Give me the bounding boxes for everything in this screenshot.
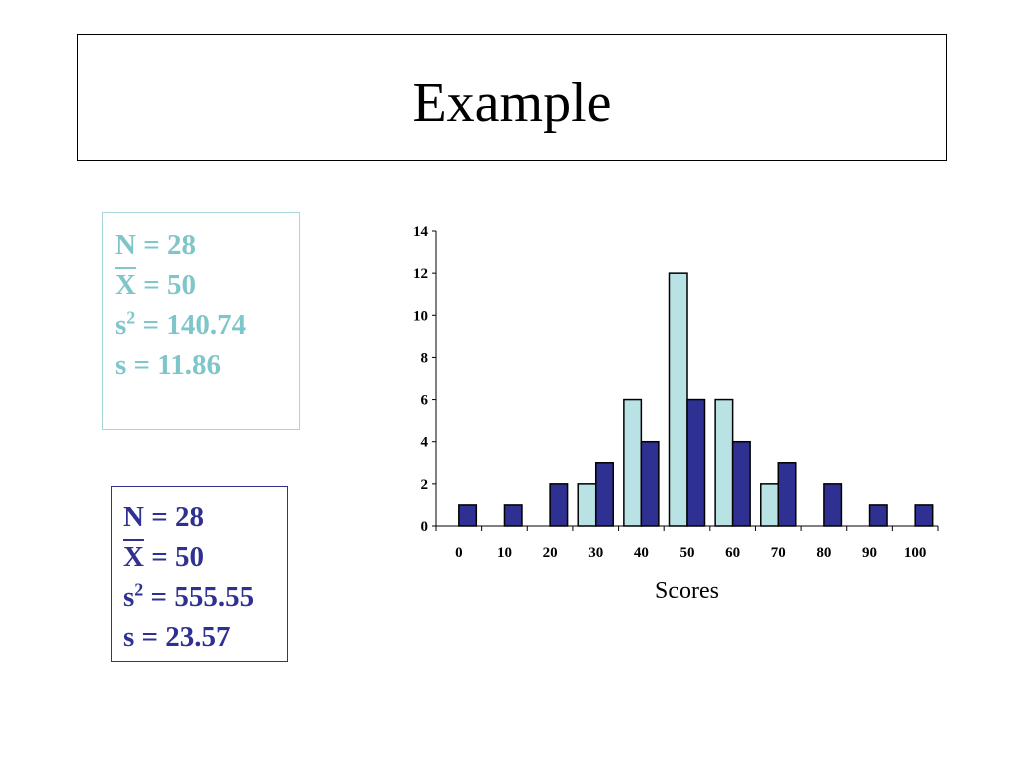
bar-series2-0 bbox=[458, 504, 478, 527]
title-box: Example bbox=[77, 34, 947, 161]
y-tick-label-0: 0 bbox=[421, 519, 429, 535]
stat-mean: X = 50 bbox=[115, 265, 299, 305]
bar-series2-50 bbox=[686, 398, 706, 527]
x-tick-label-0: 0 bbox=[455, 545, 463, 561]
x-tick-label-60: 60 bbox=[725, 545, 740, 561]
stat-n: N = 28 bbox=[115, 229, 196, 261]
stat-variance: s2 = 140.74 bbox=[115, 305, 299, 345]
stat-sd: s = 23.57 bbox=[123, 621, 231, 653]
x-axis-title: Scores bbox=[655, 578, 719, 604]
variance-value: = 555.55 bbox=[143, 581, 255, 613]
x-tick-label-40: 40 bbox=[634, 545, 649, 561]
variance-exponent: 2 bbox=[134, 579, 144, 600]
variance-value: = 140.74 bbox=[135, 309, 247, 341]
x-tick-label-70: 70 bbox=[771, 545, 786, 561]
bar-series2-60 bbox=[731, 440, 751, 527]
y-tick-label-6: 6 bbox=[421, 393, 429, 409]
variance-symbol: s bbox=[123, 581, 135, 613]
y-tick-label-2: 2 bbox=[421, 477, 429, 493]
mean-value: = 50 bbox=[143, 541, 204, 573]
bar-series2-40 bbox=[640, 440, 660, 527]
mean-value: = 50 bbox=[135, 269, 196, 301]
stat-sd: s = 11.86 bbox=[115, 349, 221, 381]
x-tick-label-80: 80 bbox=[816, 545, 831, 561]
mean-symbol: X bbox=[115, 269, 136, 301]
x-tick-label-20: 20 bbox=[543, 545, 558, 561]
x-tick-label-50: 50 bbox=[680, 545, 695, 561]
y-tick-label-10: 10 bbox=[413, 308, 428, 324]
x-tick-label-100: 100 bbox=[904, 545, 927, 561]
bar-series2-30 bbox=[594, 462, 614, 527]
slide-title: Example bbox=[412, 72, 612, 134]
y-tick-label-12: 12 bbox=[413, 266, 428, 282]
x-tick-label-90: 90 bbox=[862, 545, 877, 561]
y-tick-label-4: 4 bbox=[421, 435, 429, 451]
bar-series1-40 bbox=[623, 398, 643, 527]
y-tick-label-8: 8 bbox=[421, 350, 429, 366]
bar-series1-70 bbox=[760, 483, 780, 527]
y-tick-label-14: 14 bbox=[413, 224, 429, 240]
mean-symbol: X bbox=[123, 541, 144, 573]
bar-series2-100 bbox=[914, 504, 934, 527]
variance-exponent: 2 bbox=[126, 307, 136, 328]
bar-series2-70 bbox=[777, 462, 797, 527]
x-tick-label-30: 30 bbox=[588, 545, 603, 561]
variance-symbol: s bbox=[115, 309, 127, 341]
stats-box-wide: N = 28 X = 50 s2 = 555.55 s = 23.57 bbox=[111, 486, 288, 662]
stat-n: N = 28 bbox=[123, 501, 204, 533]
bar-series2-90 bbox=[868, 504, 888, 527]
stat-mean: X = 50 bbox=[123, 537, 287, 577]
bar-series1-50 bbox=[668, 272, 688, 527]
x-tick-label-10: 10 bbox=[497, 545, 512, 561]
bar-series2-80 bbox=[823, 483, 843, 527]
bar-series2-10 bbox=[503, 504, 523, 527]
bar-series2-20 bbox=[549, 483, 569, 527]
bar-series1-30 bbox=[577, 483, 597, 527]
stat-variance: s2 = 555.55 bbox=[123, 577, 287, 617]
bar-series1-60 bbox=[714, 398, 734, 527]
stats-box-narrow: N = 28 X = 50 s2 = 140.74 s = 11.86 bbox=[102, 212, 300, 430]
